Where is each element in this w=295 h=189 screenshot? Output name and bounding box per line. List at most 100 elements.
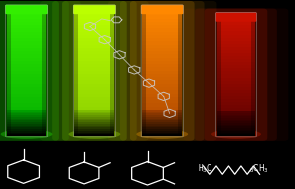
Bar <box>74 15 114 19</box>
Bar <box>6 74 47 77</box>
Bar <box>217 22 255 26</box>
Bar <box>6 112 47 113</box>
Bar <box>142 132 182 134</box>
Bar <box>217 127 255 130</box>
Bar <box>217 56 255 59</box>
Bar <box>74 94 114 97</box>
Bar <box>74 19 114 22</box>
Bar <box>217 128 255 129</box>
Bar <box>6 117 47 119</box>
Bar <box>142 58 182 61</box>
Bar <box>74 112 114 113</box>
Bar <box>74 120 114 122</box>
Ellipse shape <box>1 129 53 139</box>
Bar <box>217 62 255 65</box>
Bar <box>74 74 114 77</box>
Bar <box>217 131 255 133</box>
Bar <box>74 41 114 45</box>
Bar <box>6 19 47 22</box>
Bar <box>6 32 47 35</box>
Bar <box>142 110 182 113</box>
Bar <box>142 120 182 122</box>
Bar <box>74 125 114 127</box>
Bar <box>217 16 255 19</box>
Bar <box>217 38 255 41</box>
Bar <box>74 124 114 126</box>
FancyBboxPatch shape <box>52 1 137 141</box>
Bar <box>6 129 47 133</box>
Bar <box>217 81 255 84</box>
Bar <box>6 100 47 104</box>
Bar <box>6 5 47 9</box>
Bar <box>142 41 182 45</box>
Bar <box>142 115 182 117</box>
Bar <box>217 126 255 128</box>
Bar <box>142 127 182 129</box>
Bar <box>217 134 255 136</box>
Bar <box>6 9 47 12</box>
Bar <box>74 120 114 123</box>
Bar <box>142 122 182 124</box>
Bar <box>217 68 255 72</box>
Bar <box>74 48 114 51</box>
Bar <box>142 81 182 84</box>
Bar <box>217 130 255 133</box>
Bar <box>142 113 182 115</box>
Bar <box>6 125 47 127</box>
Bar <box>6 15 47 19</box>
Bar <box>74 133 114 136</box>
Bar <box>6 48 47 51</box>
FancyBboxPatch shape <box>73 5 116 14</box>
Bar <box>142 87 182 91</box>
Text: $_8$CH$_3$: $_8$CH$_3$ <box>249 163 268 175</box>
Bar <box>74 127 114 129</box>
Bar <box>110 6 114 136</box>
Bar <box>6 87 47 91</box>
Bar <box>74 84 114 87</box>
Bar <box>6 45 47 48</box>
FancyBboxPatch shape <box>5 5 48 14</box>
Bar <box>42 6 47 136</box>
Bar <box>142 125 182 127</box>
Bar <box>6 103 47 107</box>
FancyBboxPatch shape <box>62 1 127 141</box>
Bar <box>74 129 114 131</box>
Bar <box>74 110 114 113</box>
Bar <box>6 120 47 122</box>
Bar <box>74 113 114 115</box>
Bar <box>6 35 47 38</box>
Bar <box>74 61 114 64</box>
Bar <box>74 77 114 81</box>
Bar <box>217 53 255 56</box>
Bar <box>142 67 182 71</box>
Bar <box>142 97 182 100</box>
Bar <box>6 6 11 136</box>
Bar <box>74 51 114 55</box>
Bar <box>142 113 182 116</box>
Bar <box>6 110 47 113</box>
Bar <box>142 15 182 19</box>
Bar <box>6 67 47 71</box>
Bar <box>178 6 182 136</box>
Bar <box>142 103 182 107</box>
FancyBboxPatch shape <box>40 1 149 141</box>
Bar <box>74 71 114 74</box>
FancyBboxPatch shape <box>130 1 194 141</box>
Bar <box>142 123 182 126</box>
Bar <box>6 58 47 61</box>
Bar <box>217 121 255 123</box>
Bar <box>74 117 114 119</box>
Bar <box>142 25 182 29</box>
Bar <box>6 28 47 32</box>
Bar <box>74 38 114 42</box>
Bar <box>217 121 255 124</box>
Bar <box>74 126 114 130</box>
Bar <box>217 13 221 136</box>
Bar <box>74 28 114 32</box>
Bar <box>142 12 182 15</box>
Bar <box>217 71 255 75</box>
Bar <box>6 123 47 126</box>
Bar <box>217 111 255 113</box>
Bar <box>74 107 114 110</box>
Bar <box>142 74 182 77</box>
